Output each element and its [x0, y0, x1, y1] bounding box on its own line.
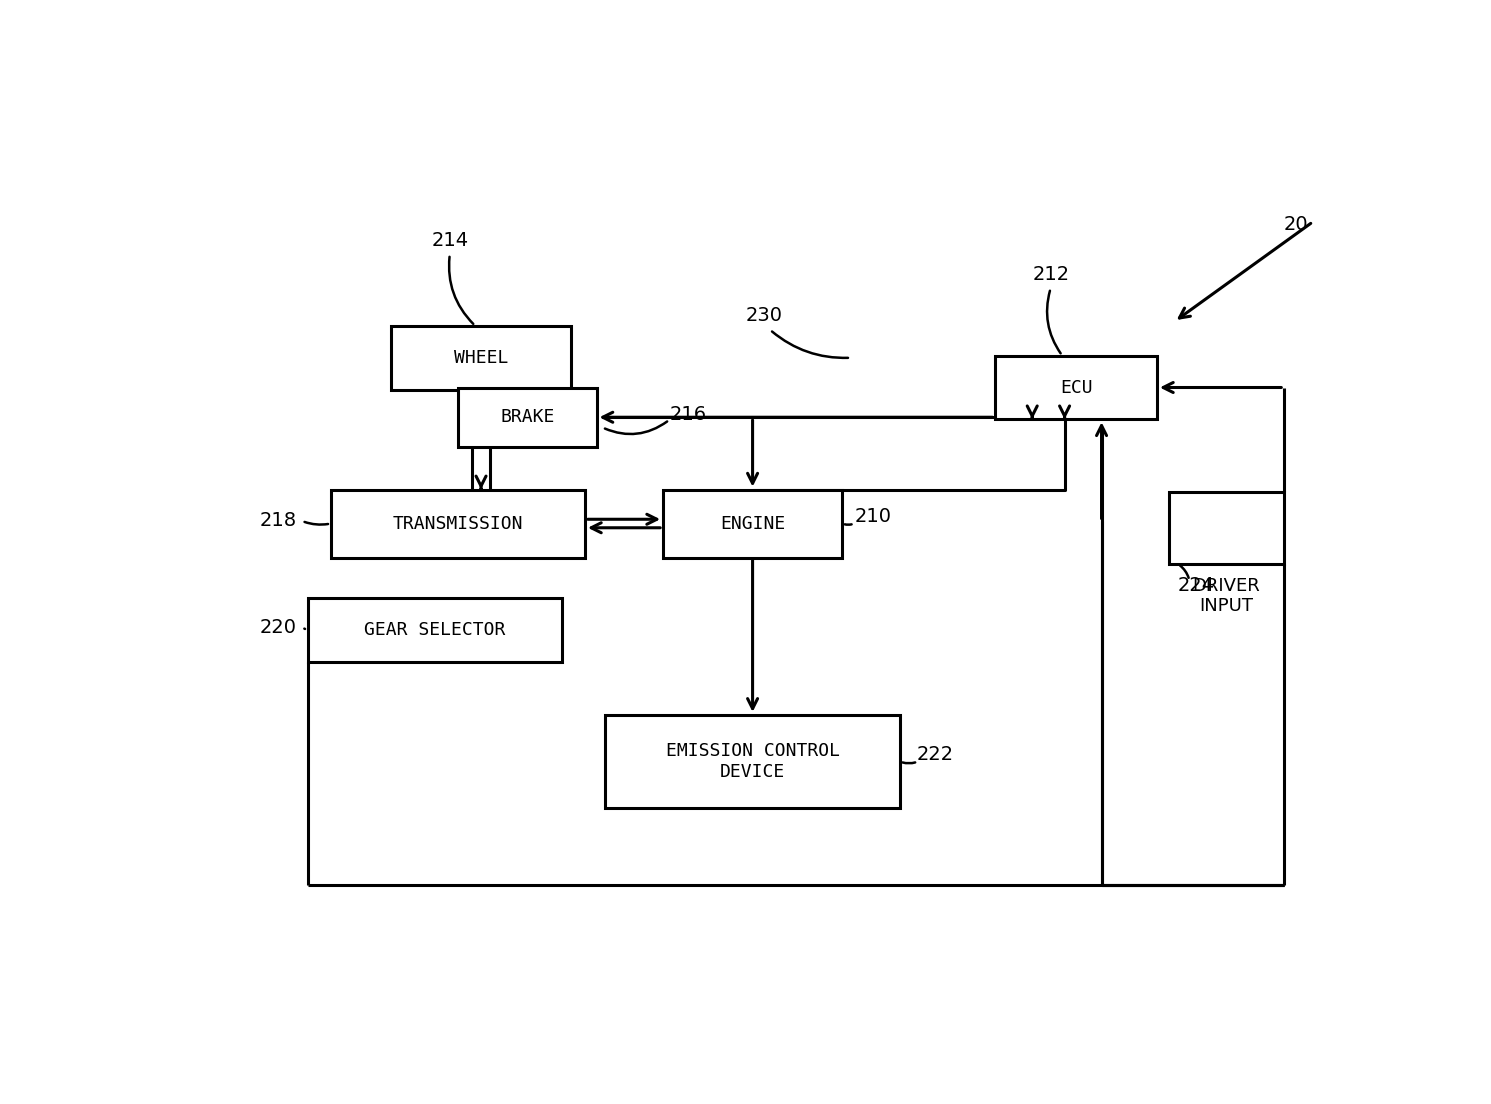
Text: 214: 214 [431, 231, 468, 250]
Bar [663, 489, 842, 558]
Bar [331, 489, 584, 558]
Text: 222: 222 [917, 745, 954, 764]
Text: ECU: ECU [1060, 379, 1093, 396]
Text: 216: 216 [669, 405, 707, 424]
Bar [1169, 491, 1284, 564]
Text: 210: 210 [854, 507, 892, 527]
Text: ENGINE: ENGINE [720, 514, 786, 532]
Text: 218: 218 [259, 511, 297, 530]
Text: 230: 230 [746, 307, 783, 326]
Text: 20: 20 [1284, 215, 1308, 234]
Bar [392, 326, 571, 390]
Bar [996, 355, 1157, 420]
Text: 212: 212 [1032, 265, 1069, 284]
Text: 220: 220 [259, 618, 297, 637]
Text: GEAR SELECTOR: GEAR SELECTOR [364, 620, 505, 639]
Bar [458, 388, 596, 447]
Text: EMISSION CONTROL
DEVICE: EMISSION CONTROL DEVICE [665, 742, 839, 781]
Text: DRIVER
INPUT: DRIVER INPUT [1193, 576, 1260, 615]
Text: 224: 224 [1178, 576, 1215, 595]
Text: WHEEL: WHEEL [453, 349, 508, 367]
Bar [307, 598, 562, 661]
Text: BRAKE: BRAKE [499, 408, 555, 426]
Bar [605, 714, 901, 808]
Text: TRANSMISSION: TRANSMISSION [392, 514, 523, 532]
